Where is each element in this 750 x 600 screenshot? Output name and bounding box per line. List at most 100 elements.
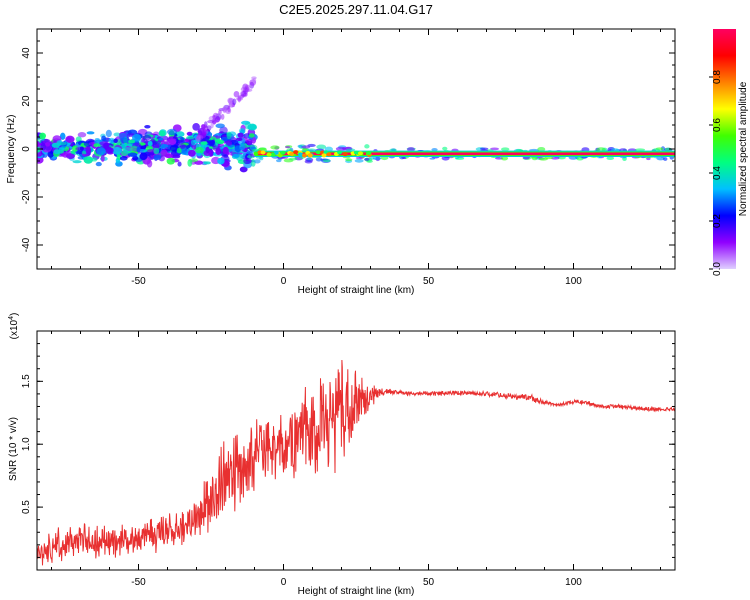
- spectrogram-cell: [252, 77, 257, 84]
- spectrogram-cell: [635, 148, 646, 151]
- y-tick-label: 40: [21, 47, 32, 59]
- colorbar-tick-label: 0.8: [712, 70, 723, 84]
- spectrogram-cell: [94, 137, 100, 141]
- spectrogram-heatmap: [37, 76, 675, 173]
- snr-multiplier: (x104): [8, 313, 20, 340]
- spectrogram-cell: [217, 157, 225, 165]
- colorbar-gradient: [713, 29, 736, 269]
- spectrogram-cell: [177, 161, 182, 167]
- spectrogram-cell: [364, 157, 370, 161]
- spectrogram-cell: [293, 150, 299, 155]
- spectrogram-cell: [152, 142, 162, 149]
- colorbar-tick-label: 0.2: [712, 214, 723, 228]
- spectrogram-cell: [216, 139, 225, 145]
- colorbar-tick-label: 0.4: [712, 166, 723, 180]
- spectrogram-cell: [248, 133, 255, 138]
- snr-line-group: [37, 359, 675, 566]
- snr-y-ticks: 0.5 1.0 1.5: [21, 330, 675, 571]
- spectrogram-cell: [307, 143, 316, 147]
- spectrogram-cell: [480, 147, 489, 151]
- spectrogram-cell: [240, 90, 247, 97]
- spectrogram-cell: [270, 152, 276, 157]
- spectrogram-cell: [490, 147, 500, 151]
- spectrogram-cell: [105, 129, 112, 138]
- spectrogram-cell: [537, 146, 546, 152]
- spectrogram-cell: [538, 157, 549, 161]
- spectrogram-cell: [353, 150, 359, 155]
- spectrogram-cell: [71, 145, 79, 152]
- spectrogram-cell: [222, 146, 229, 155]
- spectrogram-cell: [321, 153, 327, 158]
- spectrogram-cell: [136, 146, 141, 153]
- x-tick-label: -50: [131, 276, 146, 287]
- spectrogram-cell: [346, 148, 356, 151]
- spectrogram-cell: [247, 123, 257, 131]
- spectrogram-cell: [326, 152, 332, 157]
- spectrogram-cell: [168, 139, 177, 145]
- spectrogram-cell: [205, 146, 210, 154]
- spectrogram-cell: [108, 137, 115, 145]
- spectrogram-cell: [357, 151, 363, 156]
- spectrogram-cell: [656, 156, 665, 161]
- x-tick-label: 100: [565, 276, 582, 287]
- colorbar-tick-label: 0.6: [712, 118, 723, 132]
- spectrogram-cell: [239, 166, 248, 173]
- spectrogram-cell: [65, 135, 75, 143]
- spectrogram-cell: [58, 141, 67, 146]
- spectrogram-y-ticks: -40 -20 0 20 40: [21, 28, 675, 270]
- spectrogram-cell: [366, 150, 372, 155]
- spectrogram-cell: [402, 156, 407, 159]
- spectrogram-cell: [100, 154, 105, 162]
- snr-panel: -50 0 50 100 0.5 1.0 1.5 Height of straight l…: [8, 313, 676, 597]
- snr-frame: [36, 330, 676, 571]
- spectrogram-cell: [164, 153, 174, 159]
- spectrogram-cell: [178, 144, 186, 149]
- spectrogram-cell: [132, 155, 139, 161]
- spectrogram-cell: [59, 132, 66, 140]
- spectrogram-cell: [123, 147, 133, 154]
- spectrogram-cell: [335, 146, 346, 151]
- colorbar-tick-label: 0.0: [712, 262, 723, 276]
- spectrogram-cell: [37, 141, 40, 147]
- spectrogram-cell: [112, 146, 122, 155]
- spectrogram-cell: [307, 153, 313, 158]
- spectrogram-cell: [342, 152, 348, 157]
- spectrogram-cell: [208, 115, 216, 122]
- spectrogram-cell: [606, 156, 615, 161]
- spectrogram-cell: [139, 152, 148, 161]
- spectrogram-cell: [246, 138, 253, 146]
- spectrogram-cell: [144, 125, 151, 129]
- spectrogram-cell: [176, 147, 182, 154]
- spectrogram-cell: [93, 143, 101, 148]
- spectrogram-cell: [288, 157, 298, 161]
- spectrogram-cell: [260, 150, 266, 155]
- spectrogram-cell: [441, 155, 450, 161]
- spectrogram-cell: [219, 126, 228, 135]
- spectrogram-cell: [160, 149, 168, 156]
- spectrogram-cell: [243, 158, 252, 165]
- spectrogram-cell: [406, 147, 415, 152]
- spectrogram-cell: [113, 138, 118, 144]
- spectrogram-cell: [101, 135, 107, 142]
- spectrogram-cell: [210, 122, 214, 129]
- spectrogram-cell: [227, 105, 231, 113]
- spectrogram-cell: [192, 123, 200, 131]
- spectrogram-cell: [158, 137, 164, 141]
- snr-multiplier-exp: 4: [8, 316, 15, 320]
- spectrogram-cell: [238, 127, 246, 134]
- spectrogram-cell: [171, 154, 181, 159]
- spectrogram-cell: [91, 157, 98, 162]
- spectrogram-cell: [120, 137, 129, 144]
- spectrogram-cell: [244, 86, 250, 92]
- spectrogram-cell: [322, 159, 331, 163]
- spectrogram-cell: [194, 146, 204, 154]
- x-tick-label: 50: [423, 276, 435, 287]
- spectrogram-cell: [153, 147, 160, 155]
- spectrogram-cell: [85, 146, 92, 155]
- spectrogram-cell: [664, 147, 672, 151]
- spectrogram-x-label: Height of straight line (km): [298, 285, 415, 296]
- colorbar-label: Normalized spectral amplitude: [738, 81, 749, 216]
- spectrogram-cell: [167, 128, 177, 136]
- y-tick-label: -20: [21, 189, 32, 204]
- spectrogram-cell: [127, 139, 136, 144]
